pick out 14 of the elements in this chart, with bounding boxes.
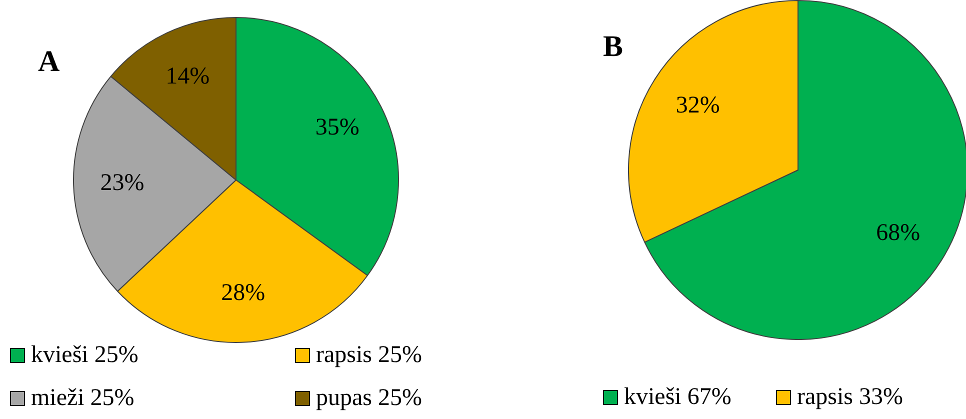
data-label: 23% <box>100 170 144 196</box>
data-label: 28% <box>221 280 266 306</box>
legend-label: rapsis 33% <box>797 384 903 411</box>
text: B <box>603 30 624 64</box>
data-label: 32% <box>676 92 720 119</box>
legend-label: rapsis 25% <box>316 342 422 369</box>
legend-label: pupas 25% <box>316 385 422 412</box>
legend-label: mieži 25% <box>31 385 134 412</box>
legend-label: kvieši 25% <box>31 342 138 369</box>
data-label: 35% <box>315 114 360 141</box>
data-label: 14% <box>166 63 210 90</box>
data-label: 68% <box>876 220 920 246</box>
text: A <box>38 45 60 79</box>
legend-label: kvieši 67% <box>624 384 732 411</box>
